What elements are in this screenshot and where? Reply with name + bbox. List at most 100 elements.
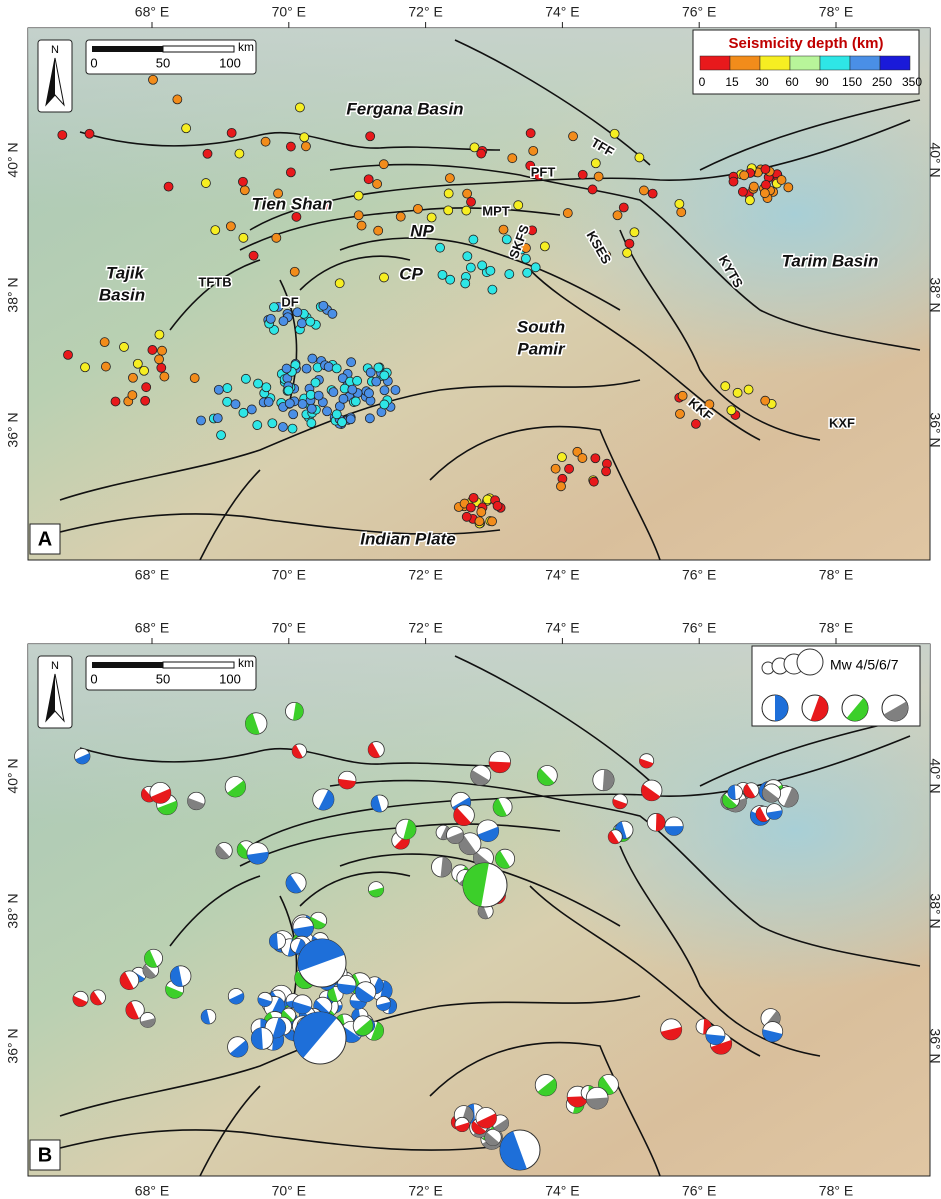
lat-label: 36° N [5,412,21,447]
fault [299,871,411,907]
scale-label: 100 [219,55,241,70]
earthquake [181,123,192,134]
earthquake [720,381,731,392]
earthquake [539,241,550,252]
focal-quadrant [586,1097,609,1110]
earthquake [139,365,149,376]
earthquake [468,492,479,503]
earthquake [413,203,423,214]
earthquake [492,500,503,511]
earthquake [522,267,533,278]
earthquake [313,390,324,401]
focal-quadrant [75,753,90,765]
earthquake [226,127,237,138]
earthquake [744,195,755,206]
earthquake [629,227,640,238]
earthquake [556,481,566,492]
lon-label: 70° E [272,4,306,20]
earthquake [525,160,536,171]
earthquake [530,262,541,273]
fault [339,237,621,311]
focal-quadrant [766,810,783,820]
earthquake [285,167,296,178]
earthquake [485,265,496,276]
earthquake [99,337,110,348]
earthquake [213,384,224,395]
lon-label: 78° E [819,620,853,636]
earthquake [743,384,754,395]
earthquake [760,164,771,175]
lon-label: 74° E [545,1183,579,1199]
focal-quadrant [639,758,654,768]
earthquake [265,313,276,324]
lon-label: 72° E [408,620,442,636]
earthquake [533,170,544,181]
scale-label: 100 [219,671,241,686]
earthquake [504,269,515,279]
scale-label: 50 [156,55,170,70]
earthquake [564,463,574,474]
earthquake [378,159,389,170]
panel-label-box [29,523,61,555]
earthquake [465,502,476,513]
focal-quadrant [440,856,452,877]
focal-quadrant [493,1118,509,1132]
earthquake [246,404,257,415]
earthquake [373,362,384,373]
place-label: Basin [99,285,145,304]
lat-label: 36° N [5,1028,21,1063]
earthquake [248,250,259,261]
focal-quadrant [756,807,768,822]
focal-quadrant [727,785,736,800]
lon-label: 68° E [135,567,169,583]
lon-label: 76° E [682,4,716,20]
place-label: KXF [829,415,855,430]
earthquake [110,396,121,407]
earthquake [128,372,138,383]
focal-quadrant [229,1040,248,1057]
earthquake [461,205,472,216]
earthquake [260,136,271,147]
earthquake [466,197,476,207]
fault [29,1129,501,1157]
lon-label: 72° E [408,567,442,583]
scale-unit: km [238,40,254,54]
focal-quadrant [655,813,665,832]
earthquake [501,234,512,245]
earthquake [776,175,787,185]
earthquake [301,141,311,152]
earthquake [588,476,599,487]
earthquake [301,363,312,374]
legend-label: 90 [815,75,829,89]
earthquake [306,418,317,428]
earthquake [732,387,743,398]
focal-quadrant [495,850,511,869]
earthquake [350,396,361,407]
legend-title: Mw 4/5/6/7 [830,657,899,673]
place-label: Tajik [106,263,146,282]
fault [199,1085,261,1177]
earthquake [590,453,601,464]
earthquake [618,202,629,213]
earthquake [310,377,321,388]
earthquake [278,316,289,327]
focal-quadrant [379,980,393,1001]
fault [699,99,921,171]
focal-quadrant [447,831,464,844]
earthquake [498,224,509,235]
focal-quadrant [338,778,356,789]
earthquake [587,184,598,195]
earthquake [737,186,748,197]
focal-quadrant [371,795,382,813]
earthquake [622,247,633,258]
lat-label: 40° N [5,142,21,177]
earthquake [624,238,635,249]
earthquake [263,397,274,407]
earthquake [521,243,531,253]
lat-label: 38° N [5,277,21,312]
earthquake [238,232,249,243]
focal-quadrant [493,798,507,817]
focal-quadrant [705,1034,725,1045]
focal-quadrant [489,761,511,773]
